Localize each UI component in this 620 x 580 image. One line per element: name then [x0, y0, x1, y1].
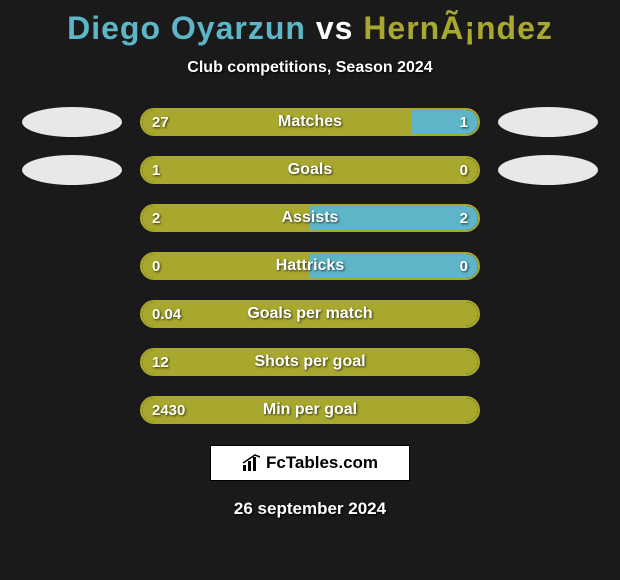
- stat-bar: 10Goals: [140, 156, 480, 184]
- stat-label: Goals per match: [142, 302, 478, 326]
- date-text: 26 september 2024: [0, 499, 620, 519]
- oval-spacer: [498, 251, 598, 281]
- oval-spacer: [498, 395, 598, 425]
- stats-container: 271Matches 10Goals 22Assists 00Hattricks 0.0…: [0, 107, 620, 425]
- stat-bar: 12Shots per goal: [140, 348, 480, 376]
- stat-bar: 00Hattricks: [140, 252, 480, 280]
- player2-avatar-oval: [498, 107, 598, 137]
- player1-name: Diego Oyarzun: [67, 10, 306, 46]
- stat-row: 271Matches: [0, 107, 620, 137]
- stat-label: Shots per goal: [142, 350, 478, 374]
- oval-spacer: [498, 347, 598, 377]
- player1-avatar-oval: [22, 155, 122, 185]
- stat-bar: 22Assists: [140, 204, 480, 232]
- stat-row: 0.04Goals per match: [0, 299, 620, 329]
- oval-spacer: [22, 203, 122, 233]
- oval-spacer: [22, 299, 122, 329]
- player2-name: HernÃ¡ndez: [363, 10, 553, 46]
- chart-icon: [242, 454, 262, 472]
- oval-spacer: [22, 347, 122, 377]
- oval-spacer: [22, 395, 122, 425]
- oval-spacer: [498, 203, 598, 233]
- stat-row: 12Shots per goal: [0, 347, 620, 377]
- stat-label: Matches: [142, 110, 478, 134]
- stat-row: 22Assists: [0, 203, 620, 233]
- stat-label: Hattricks: [142, 254, 478, 278]
- stat-row: 10Goals: [0, 155, 620, 185]
- vs-text: vs: [316, 10, 354, 46]
- player2-avatar-oval: [498, 155, 598, 185]
- stat-row: 00Hattricks: [0, 251, 620, 281]
- stat-bar: 271Matches: [140, 108, 480, 136]
- stat-label: Goals: [142, 158, 478, 182]
- player1-avatar-oval: [22, 107, 122, 137]
- stat-bar: 2430Min per goal: [140, 396, 480, 424]
- subtitle: Club competitions, Season 2024: [0, 59, 620, 77]
- logo-text: FcTables.com: [266, 453, 378, 473]
- oval-spacer: [498, 299, 598, 329]
- stat-bar: 0.04Goals per match: [140, 300, 480, 328]
- comparison-title: Diego Oyarzun vs HernÃ¡ndez: [0, 0, 620, 47]
- stat-label: Min per goal: [142, 398, 478, 422]
- stat-row: 2430Min per goal: [0, 395, 620, 425]
- stat-label: Assists: [142, 206, 478, 230]
- oval-spacer: [22, 251, 122, 281]
- source-logo: FcTables.com: [210, 445, 410, 481]
